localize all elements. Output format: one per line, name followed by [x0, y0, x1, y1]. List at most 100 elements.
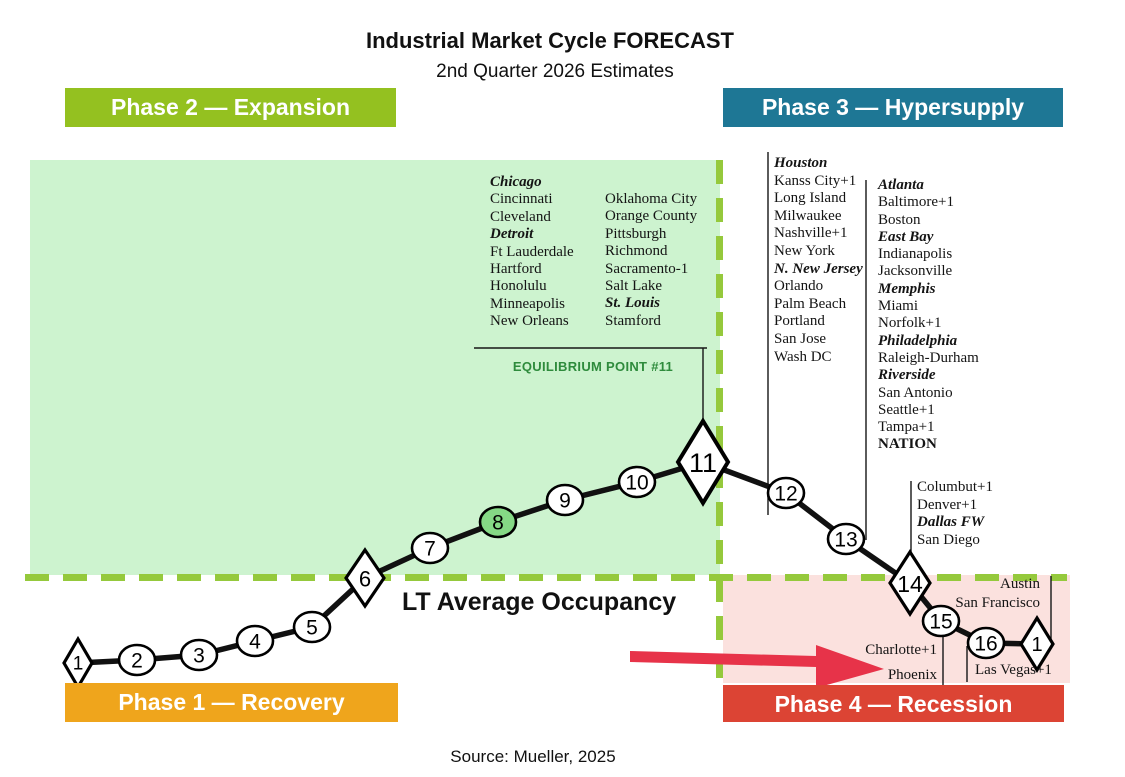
city-item: East Bay [878, 228, 934, 245]
city-item: Stamford [605, 312, 661, 329]
city-item: Ft Lauderdale [490, 243, 574, 260]
city-item: Dallas FW [917, 514, 985, 531]
city-item: Portland [774, 313, 825, 330]
cycle-point-12-marker [766, 476, 806, 510]
city-item: Sacramento-1 [605, 260, 689, 277]
phase2-expansion-banner: Phase 2 — Expansion [65, 88, 396, 127]
cycle-point-15-number: 15 [929, 611, 952, 634]
city-item: New Orleans [490, 313, 569, 330]
cycle-point-1-number: 1 [73, 654, 84, 675]
city-item: St. Louis [605, 295, 661, 312]
cycle-point-13-marker [826, 522, 866, 556]
cycle-point-9-number: 9 [559, 490, 571, 513]
phase4-recession-banner: Phase 4 — Recession [723, 685, 1064, 722]
cycle-point-12-number: 12 [774, 483, 797, 506]
recession-upper-city-list: Austin San Francisco [900, 575, 1040, 612]
cycle-point-11-marker [675, 417, 731, 507]
cycle-point-15-marker [921, 604, 961, 638]
recession-left-city-list: Charlotte+1 Phoenix [820, 638, 937, 688]
city-item: Columbut+1 [917, 479, 993, 495]
city-item: Phoenix [887, 667, 937, 683]
page-title: Industrial Market Cycle FORECAST [366, 28, 734, 53]
city-item: Orlando [774, 278, 824, 295]
expansion-city-list-col1: Chicago Cincinnati Cleveland Detroit Ft Laud… [490, 174, 574, 331]
cycle-point-1-marker [1019, 614, 1055, 674]
city-item: San Jose [774, 330, 827, 347]
city-item: Richmond [605, 243, 668, 260]
city-item: Oklahoma City [605, 191, 698, 207]
city-item: Riverside [878, 367, 936, 384]
cycle-point-14-number: 14 [897, 571, 923, 597]
late-hypersupply-city-list: Columbut+1 Denver+1 Dallas FW San Diego [917, 479, 993, 549]
hypersupply-city-list-col2: Atlanta Baltimore+1 Boston East Bay Indianap… [878, 177, 979, 454]
city-item: Philadelphia [878, 332, 958, 349]
city-item: Jacksonville [878, 263, 953, 280]
cycle-point-6-marker [344, 547, 386, 609]
cycle-point-8-number: 8 [492, 512, 504, 535]
cycle-point-7-marker [410, 531, 450, 565]
phase1-recovery-banner: Phase 1 — Recovery [65, 683, 398, 722]
cycle-point-13-number: 13 [834, 529, 857, 552]
hypersupply-city-list-col1: Houston Kanss City+1 Long Island Milwaukee N… [774, 155, 863, 366]
city-item: Chicago [490, 174, 542, 190]
city-item: Houston [774, 155, 828, 171]
cycle-point-7-number: 7 [424, 538, 436, 561]
city-item: Nashville+1 [774, 225, 848, 242]
city-item: Tampa+1 [878, 419, 935, 436]
cycle-point-11-number: 11 [689, 448, 717, 478]
cycle-point-1-number: 1 [1031, 634, 1042, 656]
city-item: N. New Jersey [774, 260, 863, 277]
city-item: Milwaukee [774, 207, 842, 224]
cycle-point-3-number: 3 [193, 645, 205, 668]
city-item: Kanss City+1 [774, 172, 857, 189]
city-item: Indianapolis [878, 246, 953, 263]
cycle-point-5-number: 5 [306, 617, 318, 640]
city-item: Atlanta [878, 177, 924, 193]
cycle-point-2-number: 2 [131, 650, 143, 673]
city-item: Pittsburgh [605, 225, 667, 242]
cycle-point-5-marker [292, 610, 332, 644]
city-item: Palm Beach [774, 295, 847, 312]
expansion-city-list-col2: Oklahoma City Orange County Pittsburgh Rich… [605, 191, 697, 330]
city-item: Charlotte+1 [865, 642, 937, 658]
city-item: San Francisco [955, 594, 1040, 611]
city-item: Miami [878, 298, 918, 315]
city-item: Detroit [490, 226, 534, 243]
city-item: San Antonio [878, 384, 953, 401]
city-item: Orange County [605, 208, 698, 225]
city-item: San Diego [917, 531, 980, 548]
city-item: Seattle+1 [878, 401, 935, 418]
city-item: Raleigh-Durham [878, 349, 979, 366]
city-item: Baltimore+1 [878, 194, 954, 211]
city-item: Minneapolis [490, 295, 565, 312]
city-item: Long Island [774, 190, 847, 207]
city-item: Salt Lake [605, 278, 663, 295]
city-item: Austin [999, 576, 1040, 592]
city-item: Norfolk+1 [878, 315, 942, 332]
source-citation: Source: Mueller, 2025 [450, 747, 616, 766]
trend-arrow [630, 645, 884, 688]
cycle-point-9-marker [545, 483, 585, 517]
lt-average-occupancy-line-horizontal [25, 574, 1067, 581]
lt-average-occupancy-label: LT Average Occupancy [402, 588, 677, 616]
cycle-point-4-number: 4 [249, 631, 261, 654]
city-item: Boston [878, 211, 921, 228]
cycle-point-4-marker [235, 624, 275, 658]
equilibrium-point-label: EQUILIBRIUM POINT #11 [512, 359, 674, 374]
cycle-point-3-marker [179, 638, 219, 672]
cycle-point-16-marker [966, 626, 1006, 660]
city-item: Memphis [878, 280, 936, 297]
cycle-point-14-marker [888, 549, 932, 617]
cycle-point-2-marker [117, 643, 157, 677]
city-item: NATION [878, 436, 937, 453]
recession-right-city-list: Las Vegas+1 [975, 662, 1052, 679]
city-item: Cincinnati [490, 191, 553, 208]
page-subtitle: 2nd Quarter 2026 Estimates [436, 61, 674, 82]
cycle-point-10-marker [617, 465, 657, 499]
cycle-point-10-number: 10 [625, 472, 648, 495]
cycle-point-8-marker [478, 505, 518, 539]
cycle-point-6-number: 6 [359, 567, 371, 592]
city-item: Denver+1 [917, 496, 978, 513]
